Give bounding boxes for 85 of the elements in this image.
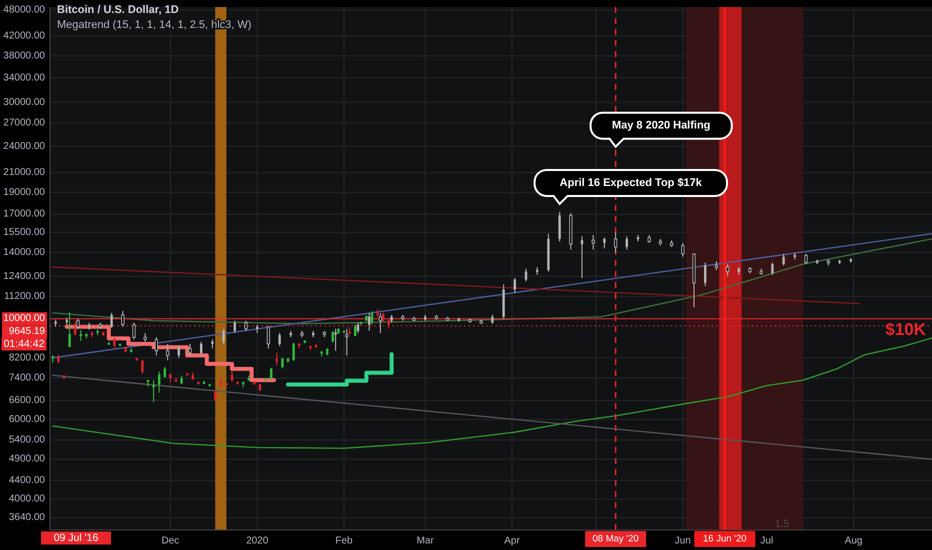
y-tick-label: 5400.00 [8,434,46,446]
candlestick [354,323,356,337]
y-tick-label: 19000.00 [3,186,46,198]
candlestick [278,332,281,347]
candlestick [332,331,334,343]
candlestick [110,312,113,328]
ref-line-label: 16 Jun '20 [703,534,747,544]
candlestick [368,312,370,332]
candlestick [141,360,144,374]
ref-line-label: $10K [885,320,927,340]
y-tick-label: 12400.00 [3,270,46,282]
y-tick-label: 34000.00 [3,72,46,84]
x-tick-label: Jun [674,536,691,546]
candlestick [681,242,684,258]
candlestick [178,346,180,358]
candlestick [704,262,706,287]
candlestick [292,342,295,362]
candlestick [152,380,155,403]
y-tick-label: 6000.00 [8,414,46,425]
y-tick-label: 17000.00 [3,208,46,220]
y-tick-label: 4400.00 [8,474,46,486]
y-tick-label: 3640.00 [8,512,46,524]
y-tick-label: 30000.00 [3,96,46,108]
candlestick [244,320,248,332]
candlestick [334,328,337,352]
y-tick-label: 15500.00 [3,226,46,238]
candlestick [68,311,71,348]
y-tick-label: 4900.00 [8,454,46,465]
y-tick-label: 10000.00 [3,313,46,324]
annotation: April 16 Expected Top $17k [560,176,703,189]
candlestick [222,328,225,344]
candlestick [266,326,270,349]
x-tick-label: Aug [844,536,862,546]
candlestick [154,336,158,356]
candlestick [378,312,382,334]
candlestick [121,310,124,328]
candlestick [626,236,628,250]
x-tick-label: Apr [504,536,520,546]
x-tick-label: Dec [162,536,180,546]
candlestick [782,253,785,266]
candlestick [214,390,216,402]
candlestick [614,232,618,253]
candlestick [804,253,808,265]
line-series [52,337,932,449]
candlestick [514,277,516,294]
y-tick-label: 4000.00 [8,494,46,505]
candlestick [166,343,170,361]
candlestick [270,367,272,380]
candlestick [80,330,82,342]
candlestick [726,264,730,277]
y-tick-label: 48000.00 [3,4,46,16]
x-tick-label: 2020 [246,536,269,546]
y-tick-label: 38000.00 [3,50,46,62]
y-tick-label: 8200.00 [8,352,46,364]
text: 01:44:42 [4,338,45,350]
annotation: May 8 2020 Halfing [612,120,710,132]
y-tick-label: 6600.00 [8,395,46,406]
ref-line-label: 9645.19 [8,326,46,338]
chart-title: Bitcoin / U.S. Dollar, 1D [57,4,179,16]
candlestick [714,260,718,271]
x-tick-label: Jul [760,536,774,546]
candlestick [592,234,595,250]
candlestick [345,328,348,356]
candlestick [558,211,561,242]
candlestick [188,343,192,356]
candlestick [603,237,606,249]
y-tick-label: 14000.00 [3,246,46,258]
text: 09 Jul '16 [54,532,98,544]
candlestick [113,338,116,349]
candlestick [158,370,160,394]
candlestick [76,318,80,330]
y-tick-label: 21000.00 [3,167,46,178]
candlestick [771,262,774,276]
x-tick-label: Mar [416,536,434,546]
y-tick-label: 42000.00 [3,30,46,42]
candlestick [132,322,136,340]
ref-line-label: 08 May '20 [592,534,639,544]
x-tick-label: Feb [335,536,354,546]
y-tick-label: 11200.00 [4,290,46,302]
y-tick-label: 24000.00 [3,140,46,152]
candlestick [234,320,236,334]
y-tick-label: 27000.00 [3,118,46,129]
candlestick [276,352,278,366]
y-tick-label: 7400.00 [8,372,46,384]
candlestick [200,341,202,356]
